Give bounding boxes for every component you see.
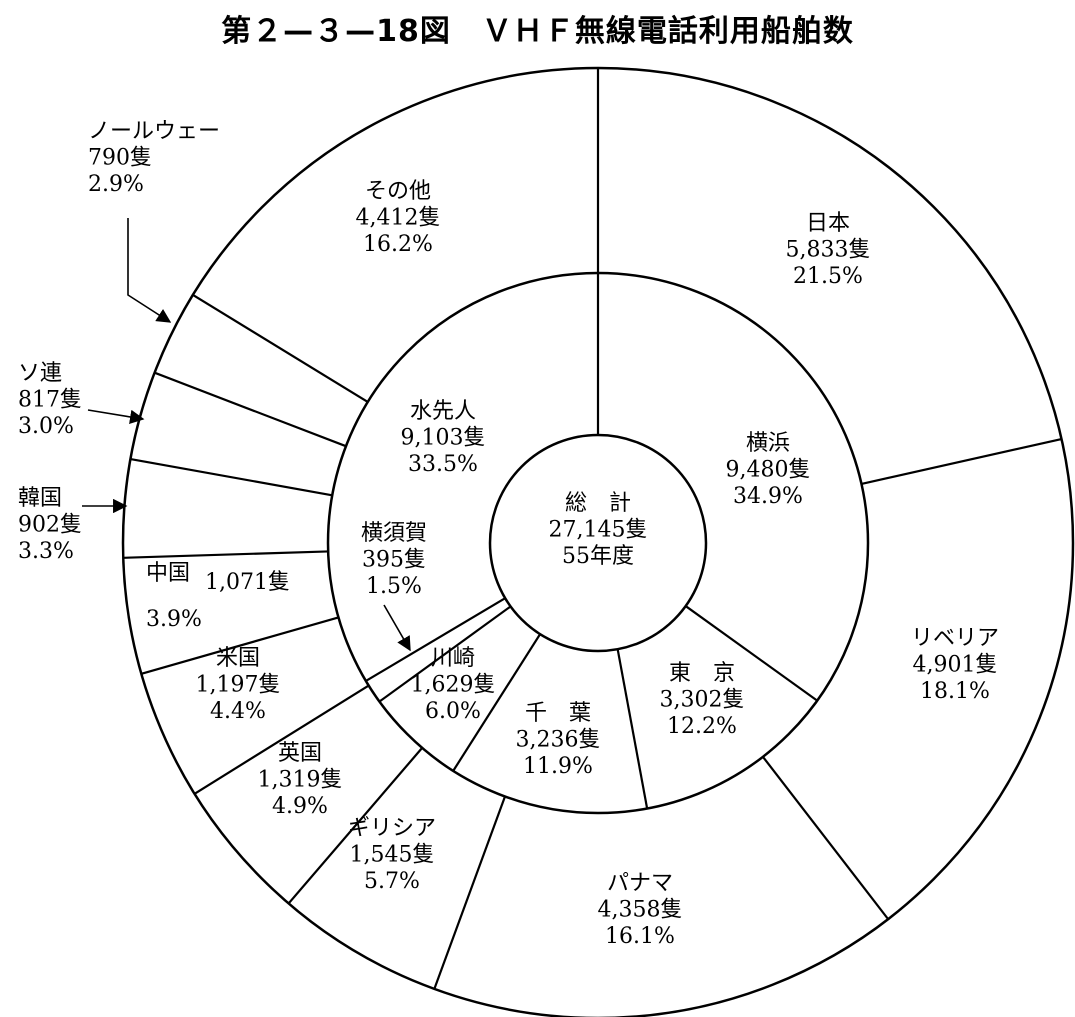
inner-label-川崎: 川崎 1,629隻 6.0% (411, 646, 496, 724)
inner-divider-2 (685, 605, 818, 702)
inner-divider-4 (452, 633, 542, 772)
outer-label-パナマ: パナマ 4,358隻 16.1% (598, 871, 683, 949)
outer-label-ギリシア: ギリシア 1,545隻 5.7% (348, 816, 436, 894)
outer-divider-4 (433, 796, 507, 990)
outer-divider-5 (287, 747, 423, 905)
inner-divider-3 (616, 648, 649, 809)
outer-divider-6 (194, 684, 370, 795)
outer-divider-9 (130, 458, 333, 497)
outer-label-ソ連: ソ連 817隻 3.0% (18, 361, 82, 439)
inner-label-千葉: 千 葉 3,236隻 11.9% (516, 701, 601, 779)
leader-arrow-横須賀 (383, 604, 411, 652)
outer-divider-3 (762, 756, 889, 920)
outer-label-米国: 米国 1,197隻 4.4% (196, 646, 281, 724)
outer-label-中国-percent: 3.9% (146, 607, 202, 632)
leader-arrow-ノールウェー (127, 218, 172, 323)
outer-label-中国-value: 1,071隻 (205, 570, 290, 595)
inner-label-水先人: 水先人 9,103隻 33.5% (401, 399, 486, 477)
outer-label-その他: その他 4,412隻 16.2% (356, 179, 441, 257)
inner-label-横浜: 横浜 9,480隻 34.9% (726, 431, 811, 509)
outer-divider-10 (154, 371, 347, 448)
outer-label-韓国: 韓国 902隻 3.3% (18, 486, 82, 564)
outer-label-英国: 英国 1,319隻 4.9% (258, 741, 343, 819)
outer-divider-11 (192, 293, 369, 403)
outer-label-日本: 日本 5,833隻 21.5% (786, 211, 871, 289)
center-total-label: 総 計 27,145隻 55年度 (549, 491, 648, 569)
outer-label-リベリア: リベリア 4,901隻 18.1% (911, 626, 999, 704)
inner-divider-6 (365, 597, 506, 682)
leader-arrow-ソ連 (87, 409, 145, 425)
inner-label-東京: 東 京 3,302隻 12.2% (660, 661, 745, 739)
outer-divider-7 (141, 616, 339, 675)
inner-divider-5 (378, 605, 512, 703)
chart-title: 第２—３—18図 ＶＨＦ無線電話利用船舶数 (221, 14, 854, 49)
outer-divider-2 (861, 437, 1062, 485)
outer-label-ノールウェー: ノールウェー 790隻 2.9% (88, 119, 220, 197)
outer-divider-8 (123, 550, 329, 559)
outer-label-中国: 中国 (146, 561, 190, 586)
inner-label-横須賀: 横須賀 395隻 1.5% (361, 521, 427, 599)
